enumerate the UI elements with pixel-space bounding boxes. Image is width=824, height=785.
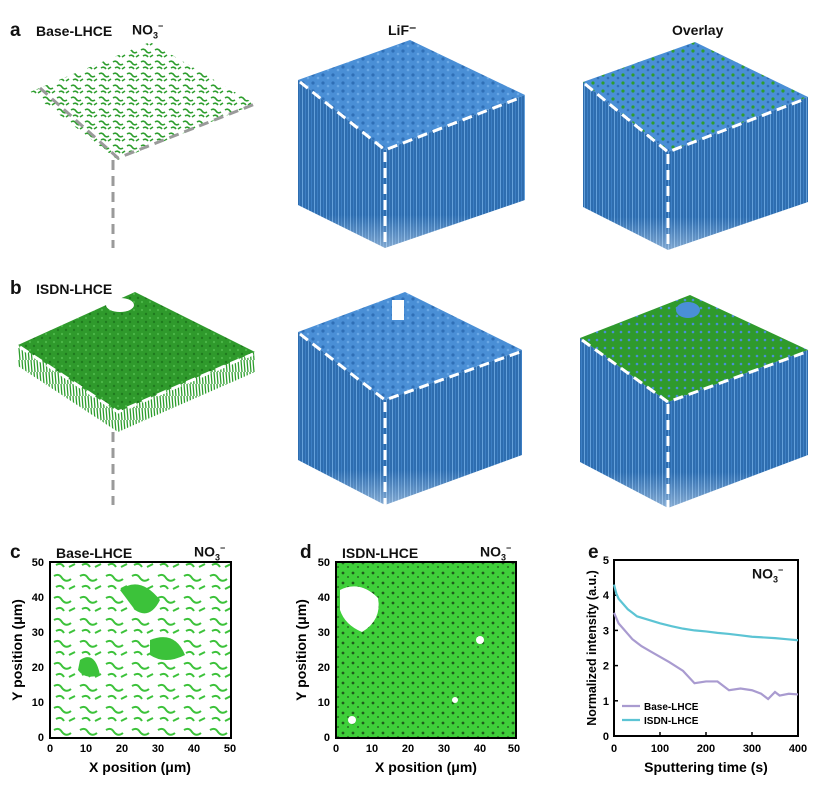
e-xlabel: Sputtering time (s) <box>644 759 768 775</box>
e-annotation: NO3− <box>752 565 784 585</box>
d-xtick-30: 30 <box>438 743 450 755</box>
c-axes: 50 40 30 20 10 0 0 10 20 30 40 50 X posi… <box>9 557 236 775</box>
c-ytick-10: 10 <box>32 697 44 709</box>
c-xtick-20: 20 <box>116 743 128 755</box>
sample-label-a: Base-LHCE <box>36 23 113 39</box>
e-plot-frame <box>613 559 799 737</box>
e-ytick-label: 4 <box>603 590 610 602</box>
e-series-line-1 <box>612 612 799 701</box>
c-xtick-40: 40 <box>188 743 200 755</box>
c-xtick-0: 0 <box>47 743 53 755</box>
d-xtick-10: 10 <box>366 743 378 755</box>
a-lif-cube <box>296 40 528 265</box>
a-overlay-cube <box>581 42 811 267</box>
d-ytick-20: 20 <box>318 662 330 674</box>
c-ylabel: Y position (μm) <box>9 599 25 701</box>
c-ytick-50: 50 <box>32 557 44 569</box>
e-series-line-2 <box>612 584 799 642</box>
e-xtick-label: 300 <box>743 743 761 755</box>
c-xtick-50: 50 <box>224 743 236 755</box>
e-ytick-label: 2 <box>603 661 609 673</box>
c-xtick-30: 30 <box>152 743 164 755</box>
d-xtick-20: 20 <box>402 743 414 755</box>
lif-column-title: LiF⁻ <box>388 22 417 38</box>
e-ytick-label: 0 <box>603 731 609 743</box>
c-ytick-30: 30 <box>32 627 44 639</box>
e-ytick-label: 5 <box>603 555 609 567</box>
panel-label-e: e <box>588 542 599 563</box>
d-map <box>335 561 517 739</box>
c-xtick-10: 10 <box>80 743 92 755</box>
overlay-column-title: Overlay <box>672 22 724 38</box>
b-no3-slab <box>18 292 255 505</box>
e-legend: Base-LHCE ISDN-LHCE <box>622 702 699 727</box>
d-ytick-50: 50 <box>318 557 330 569</box>
d-xlabel: X position (μm) <box>375 759 477 775</box>
d-xtick-0: 0 <box>333 743 339 755</box>
e-ticks: 0 100 200 300 400 0 1 2 3 4 5 <box>603 555 807 755</box>
e-ytick-label: 3 <box>603 625 609 637</box>
a-no3-slab <box>30 42 256 248</box>
sample-label-d: ISDN-LHCE <box>342 545 419 561</box>
c-xlabel: X position (μm) <box>89 759 191 775</box>
panel-label-c: c <box>10 542 21 563</box>
d-ytick-30: 30 <box>318 627 330 639</box>
ion-label-c: NO3− <box>194 543 226 563</box>
panel-label-b: b <box>10 278 22 299</box>
e-chart: Sputtering time (s) Normalized intensity… <box>585 555 807 775</box>
e-xtick-label: 100 <box>651 743 669 755</box>
d-xtick-50: 50 <box>508 743 520 755</box>
d-ytick-40: 40 <box>318 592 330 604</box>
e-ytick-label: 1 <box>603 696 609 708</box>
d-ylabel: Y position (μm) <box>293 599 309 701</box>
e-legend-label: Base-LHCE <box>644 702 699 713</box>
d-ytick-10: 10 <box>318 697 330 709</box>
c-map <box>49 561 232 739</box>
panel-label-a: a <box>10 20 21 41</box>
d-axes: 50 40 30 20 10 0 0 10 20 30 40 50 X posi… <box>293 557 520 775</box>
d-xtick-40: 40 <box>474 743 486 755</box>
panel-label-d: d <box>300 542 312 563</box>
e-legend-label: ISDN-LHCE <box>644 716 699 727</box>
b-overlay-cube <box>578 295 810 522</box>
e-ylabel: Normalized intensity (a.u.) <box>585 570 599 726</box>
e-xtick-label: 400 <box>789 743 807 755</box>
c-ytick-0: 0 <box>38 732 44 744</box>
e-lines <box>612 584 799 701</box>
b-lif-cube <box>296 292 526 520</box>
ion-label-d: NO3− <box>480 543 512 563</box>
ion-label-a: NO3− <box>132 21 164 41</box>
sample-label-b: ISDN-LHCE <box>36 281 113 297</box>
e-xtick-label: 200 <box>697 743 715 755</box>
sample-label-c: Base-LHCE <box>56 545 133 561</box>
c-ytick-40: 40 <box>32 592 44 604</box>
c-ytick-20: 20 <box>32 662 44 674</box>
d-ytick-0: 0 <box>324 732 330 744</box>
e-xtick-label: 0 <box>611 743 617 755</box>
